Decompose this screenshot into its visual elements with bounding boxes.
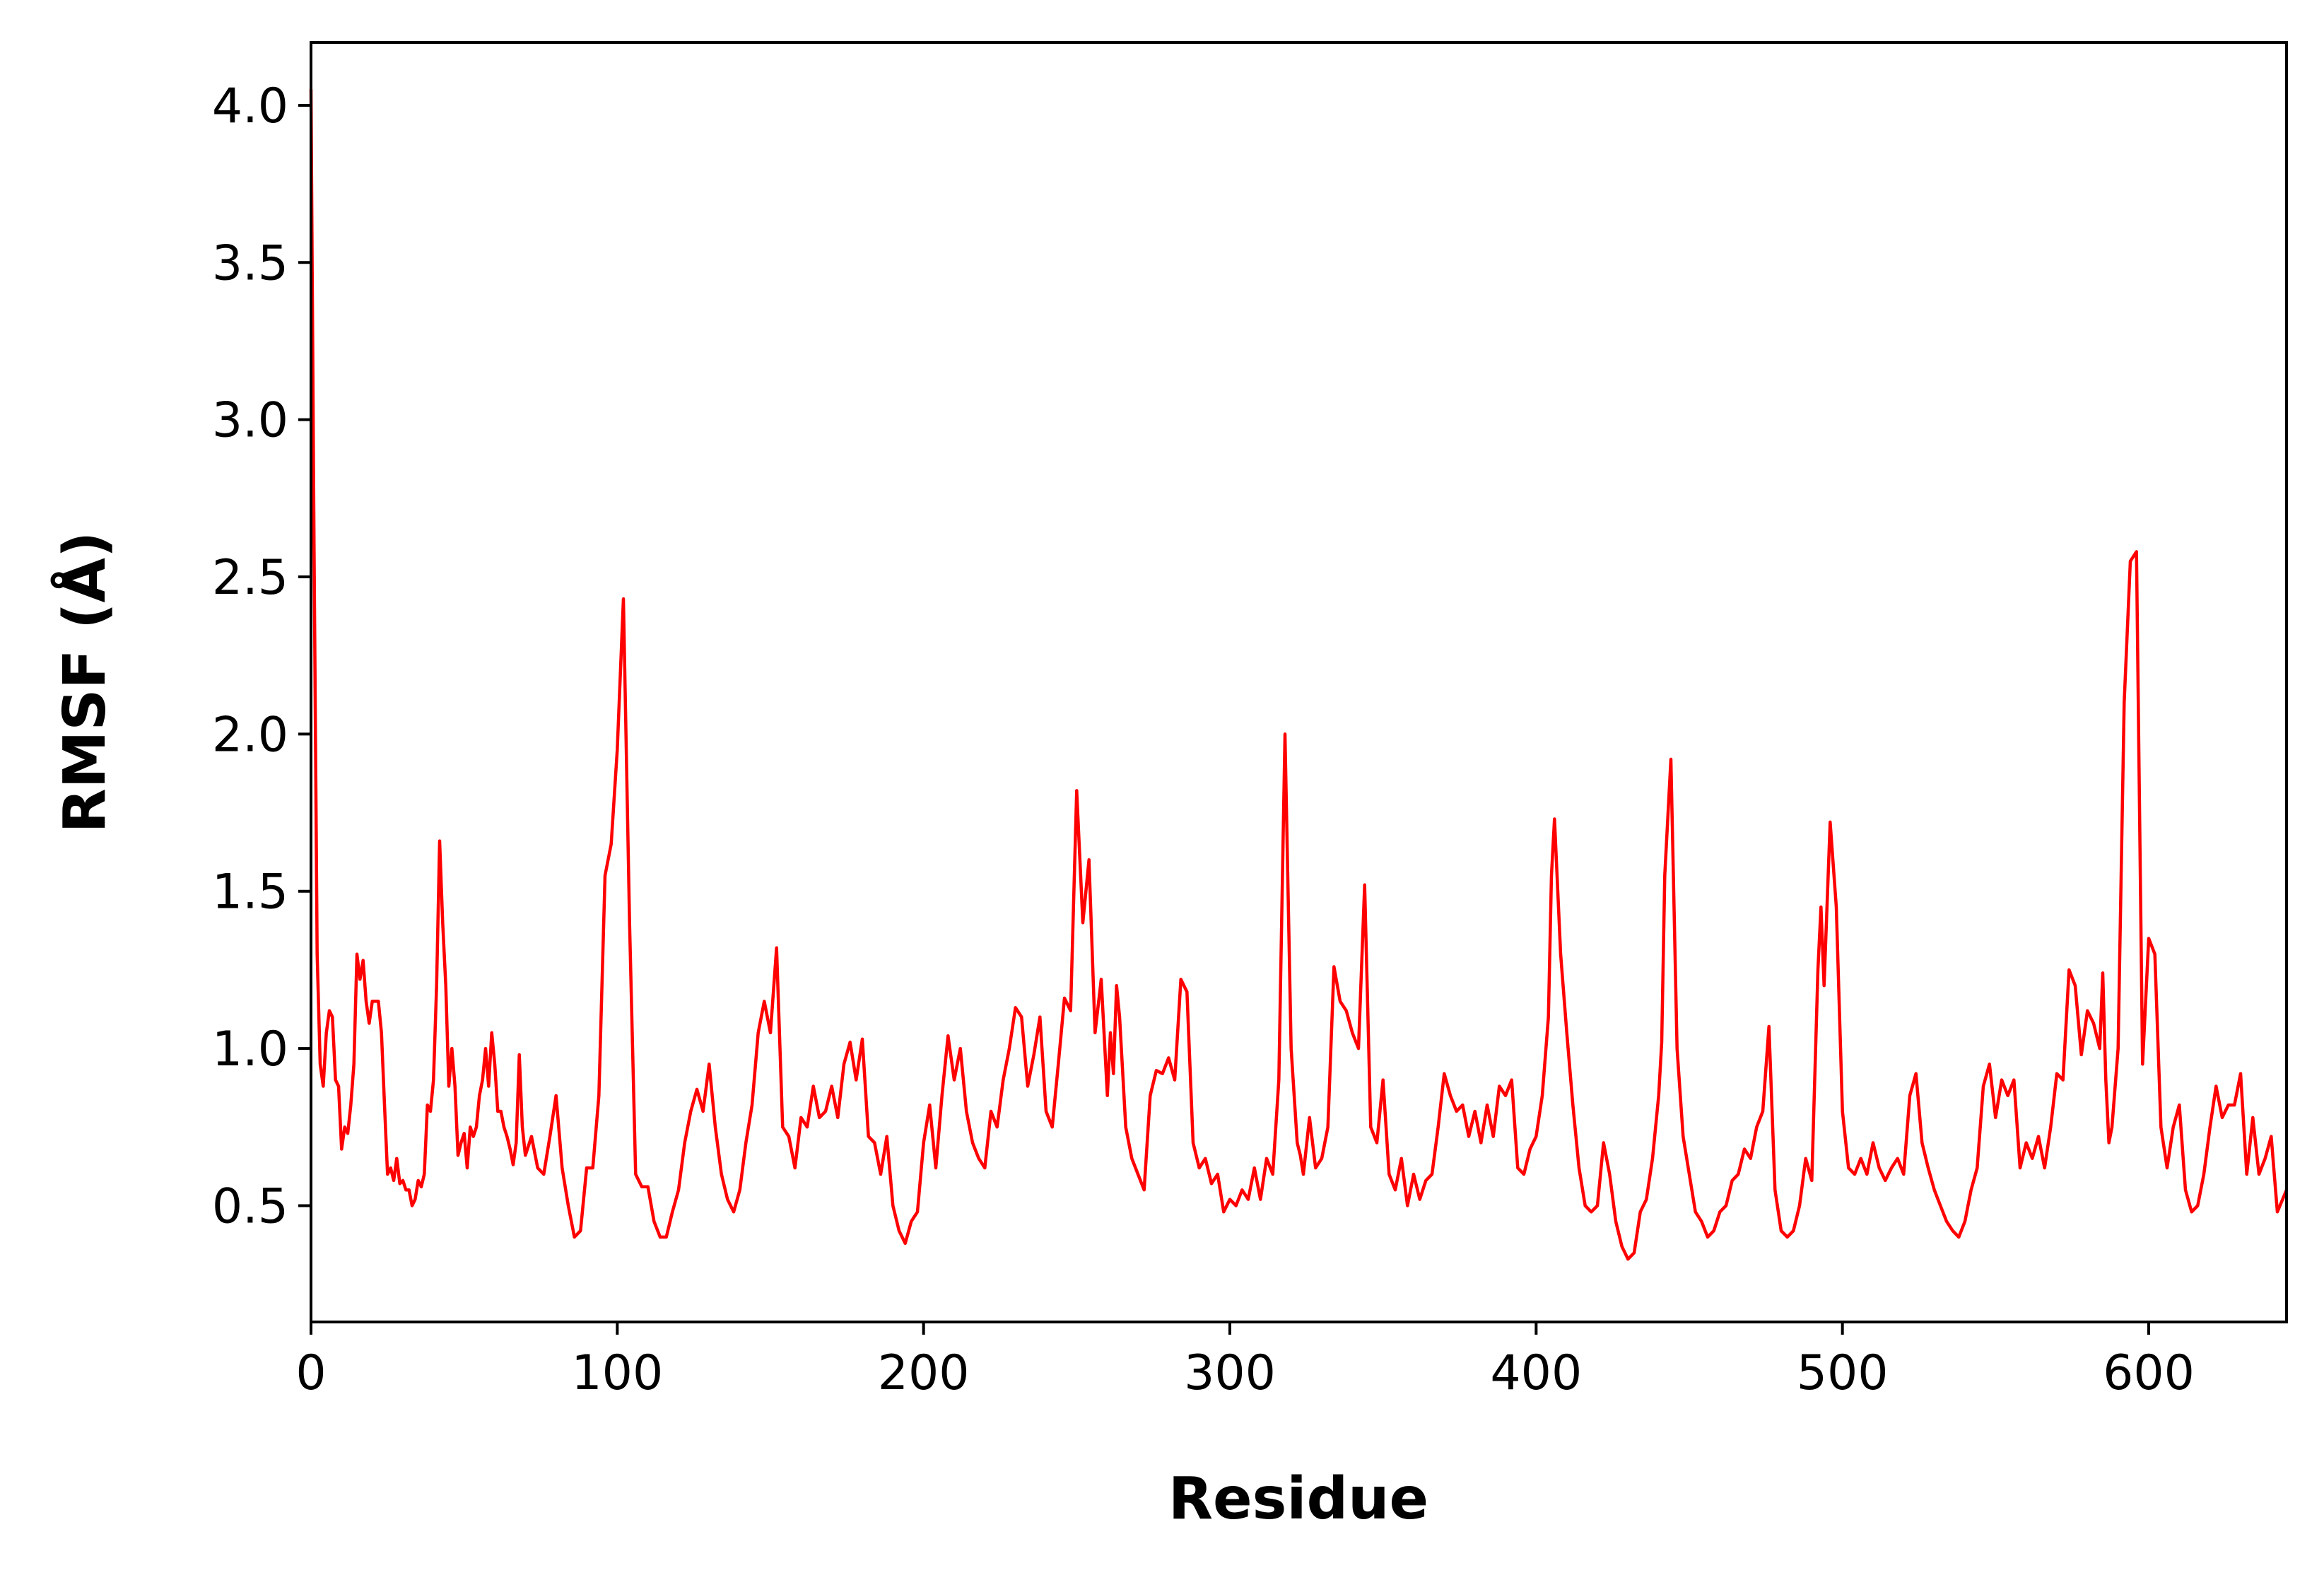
- y-tick-label: 1.5: [212, 865, 288, 920]
- y-tick-label: 3.0: [212, 393, 288, 449]
- ticks-layer: 0 100 200 300 400 500 600 0.5 1.0 1.5 2.0 2.5 3.0 3.5…: [212, 78, 2195, 1401]
- y-tick-label: 3.5: [212, 235, 288, 291]
- plot-layer: [309, 88, 2289, 1261]
- y-tick-label: 2.0: [212, 707, 288, 763]
- x-tick-label: 300: [1184, 1345, 1276, 1401]
- x-tick-label: 400: [1490, 1345, 1582, 1401]
- y-tick-label: 0.5: [212, 1178, 288, 1234]
- plot-frame: [310, 41, 2288, 1323]
- x-tick-label: 600: [2103, 1345, 2195, 1401]
- x-axis-title: Residue: [1168, 1465, 1428, 1533]
- x-tick-label: 500: [1797, 1345, 1889, 1401]
- x-tick-label: 0: [295, 1345, 326, 1401]
- y-axis-title: RMSF (Å): [50, 532, 119, 833]
- y-tick-label: 4.0: [212, 78, 288, 134]
- x-tick-label: 100: [571, 1345, 663, 1401]
- rmsf-series-line: [309, 88, 2289, 1261]
- y-tick-label: 2.5: [212, 550, 288, 606]
- y-tick-label: 1.0: [212, 1022, 288, 1077]
- x-tick-label: 200: [878, 1345, 970, 1401]
